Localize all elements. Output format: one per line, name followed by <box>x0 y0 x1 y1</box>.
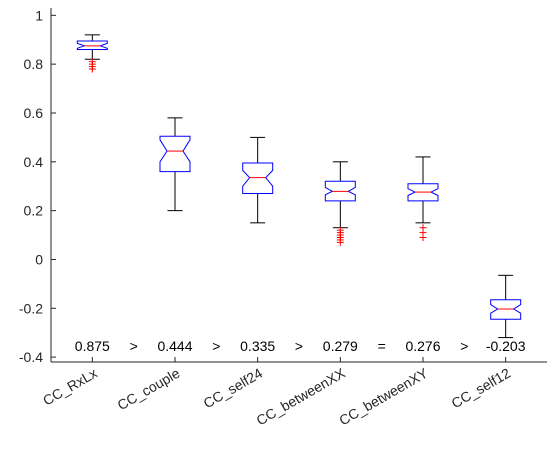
y-tick-label: 0.8 <box>24 56 44 72</box>
x-tick-label: CC_self12 <box>449 365 514 412</box>
x-tick-label: CC_couple <box>115 365 183 414</box>
y-tick-label: 0 <box>35 251 43 267</box>
box-cc-self12 <box>490 274 522 339</box>
annotation-row: 0.875 >0.444 >0.335 >0.279 = 0.276 > -0.203 <box>75 338 526 354</box>
y-tick-label: 0.4 <box>24 154 44 170</box>
y-tick-label: 0.6 <box>24 105 44 121</box>
y-tick-label: 0.2 <box>24 203 44 219</box>
x-tick-label: CC_betweenXX <box>254 364 349 428</box>
median-annotation: 0.875 <box>75 338 110 354</box>
outlier-point <box>419 224 427 232</box>
box-cc-self24 <box>242 136 274 224</box>
y-tick-label: -0.4 <box>19 349 43 365</box>
comparison-operator: > <box>212 338 220 354</box>
box-cc-rxlx <box>76 34 108 73</box>
box-cc-betweenxy <box>407 156 439 241</box>
axes-frame <box>50 8 547 363</box>
box-body <box>407 183 439 202</box>
comparison-operator: > <box>130 338 138 354</box>
comparison-operator: = <box>378 338 386 354</box>
y-tick-label: 1 <box>35 7 43 23</box>
box-cc-betweenxx <box>324 161 356 246</box>
x-tick-label: CC_RxLx <box>40 365 100 409</box>
comparison-operator: > <box>295 338 303 354</box>
median-annotation: 0.335 <box>240 338 275 354</box>
x-tick-label: CC_betweenXY <box>336 364 431 428</box>
y-axis-ticks: -0.4 -0.2 0 0.2 0.4 0.6 0.8 1 <box>19 7 56 365</box>
box-series <box>76 34 522 339</box>
box-body <box>242 162 274 194</box>
x-tick-label: CC_self24 <box>201 365 266 412</box>
y-tick-label: -0.2 <box>19 300 43 316</box>
box-body <box>159 135 191 173</box>
outlier-point <box>88 58 96 66</box>
box-cc-couple <box>159 117 191 212</box>
median-annotation: 0.444 <box>157 338 192 354</box>
median-annotation: 0.276 <box>405 338 440 354</box>
box-body <box>324 180 356 202</box>
box-body <box>490 299 522 320</box>
x-axis-ticks: CC_RxLx CC_couple CC_self24CC_betweenXXCC_… <box>40 357 513 428</box>
median-annotation: -0.203 <box>486 338 526 354</box>
outlier-point <box>336 226 344 234</box>
comparison-operator: > <box>460 338 468 354</box>
box-body <box>76 40 108 50</box>
median-annotation: 0.279 <box>323 338 358 354</box>
